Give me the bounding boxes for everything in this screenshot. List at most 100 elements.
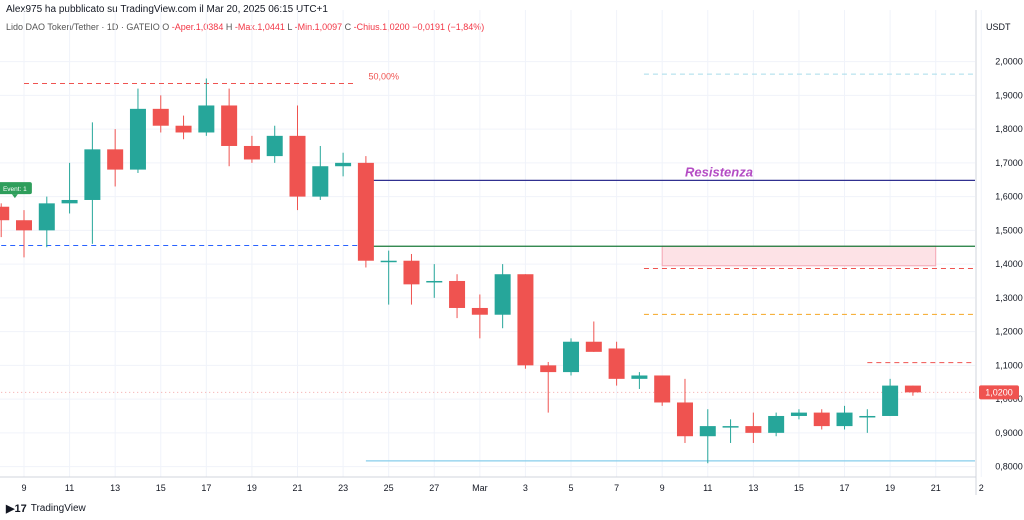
candle-body (631, 375, 648, 379)
candle-body (790, 412, 807, 416)
x-tick-label: 17 (840, 483, 850, 493)
x-tick-label: 27 (429, 483, 439, 493)
currency-label: USDT (986, 22, 1011, 32)
candle-body (221, 105, 238, 146)
x-tick-label: 21 (293, 483, 303, 493)
close-label: C (344, 22, 352, 32)
x-tick-label: 3 (523, 483, 528, 493)
candle-body (335, 162, 352, 167)
candle-body (768, 415, 785, 433)
candle-body (403, 260, 420, 285)
x-tick-label: 21 (931, 483, 941, 493)
candle-body (904, 385, 921, 393)
x-tick-label: Mar (472, 483, 488, 493)
y-tick-label: 1,4000 (995, 259, 1023, 269)
x-tick-label: 5 (569, 483, 574, 493)
candle-body (882, 385, 899, 416)
x-tick-label: 7 (614, 483, 619, 493)
candle-body (585, 341, 602, 352)
x-tick-label: 9 (21, 483, 26, 493)
close-value: -Chius.1,0200 (353, 22, 410, 32)
candle-body (16, 220, 32, 231)
x-tick-label: 23 (338, 483, 348, 493)
x-tick-label: 11 (65, 483, 74, 493)
candle-body (357, 162, 374, 261)
y-tick-label: 1,9000 (995, 90, 1023, 100)
x-tick-label: 19 (885, 483, 895, 493)
y-tick-label: 1,8000 (995, 124, 1023, 134)
candle-body (61, 199, 78, 204)
supply-zone-box (661, 245, 937, 267)
fib-label: 50,00% (368, 72, 399, 82)
y-tick-label: 1,3000 (995, 293, 1023, 303)
publish-info: Alex975 ha pubblicato su TradingView.com… (6, 4, 328, 15)
y-tick-label: 0,8000 (995, 462, 1023, 472)
candle-body (540, 365, 557, 373)
y-tick-label: 0,9000 (995, 428, 1023, 438)
candle-body (699, 426, 716, 437)
x-tick-label: 17 (201, 483, 211, 493)
candle-body (129, 108, 146, 170)
y-tick-label: 1,1000 (995, 360, 1023, 370)
low-value: -Min.1,0097 (294, 22, 343, 32)
x-tick-label: 11 (703, 483, 712, 493)
candle-body (107, 149, 124, 170)
x-tick-label: 25 (384, 483, 394, 493)
change-value: −0,0191 (−1,84%) (412, 22, 485, 32)
x-tick-label: 15 (156, 483, 166, 493)
candle-body (494, 274, 511, 315)
candle-body (676, 402, 693, 437)
candle-body (0, 206, 10, 221)
y-tick-label: 1,6000 (995, 192, 1023, 202)
brand-name: TradingView (30, 503, 86, 514)
open-label: O (162, 22, 170, 32)
symbol-name: Lido DAO Token/Tether · 1D · GATEIO (6, 22, 160, 32)
candle-body (654, 375, 671, 403)
tradingview-brand: ▶17 TradingView (6, 502, 86, 515)
candle-body (198, 105, 215, 133)
symbol-legend: Lido DAO Token/Tether · 1D · GATEIO O -A… (6, 22, 484, 32)
open-value: -Aper.1,0384 (171, 22, 224, 32)
event-marker-pointer (11, 194, 18, 199)
candle-body (426, 280, 443, 283)
y-tick-label: 1,7000 (995, 158, 1023, 168)
tradingview-logo-icon: ▶17 (6, 503, 27, 515)
candle-body (266, 135, 283, 157)
x-tick-label: 2 (979, 483, 984, 493)
candle-body (84, 149, 101, 200)
candle-body (608, 348, 625, 379)
candle-body (517, 274, 534, 366)
candle-body (243, 145, 260, 160)
last-price-tag (979, 385, 1019, 400)
candle-body (289, 135, 306, 197)
high-value: -Max.1,0441 (234, 22, 285, 32)
candle-body (38, 203, 55, 231)
x-tick-label: 9 (660, 483, 665, 493)
candle-body (859, 415, 876, 418)
low-label: L (287, 22, 293, 32)
x-tick-label: 13 (748, 483, 758, 493)
x-tick-label: 13 (110, 483, 120, 493)
high-label: H (225, 22, 233, 32)
x-tick-label: 19 (247, 483, 257, 493)
candle-body (471, 307, 488, 315)
candle-body (152, 108, 169, 126)
resistance-label: Resistenza (685, 164, 753, 179)
candle-body (449, 280, 466, 308)
candle-body (836, 412, 853, 427)
candle-body (380, 260, 397, 263)
candle-body (813, 412, 830, 427)
event-marker-label: Event: 1 (3, 186, 27, 193)
x-tick-label: 15 (794, 483, 804, 493)
candle-body (745, 426, 762, 433)
candle-body (722, 426, 739, 428)
candle-body (175, 125, 192, 133)
candle-body (312, 166, 329, 197)
candlestick-chart[interactable]: 0,80000,90001,00001,10001,20001,30001,40… (0, 0, 1024, 500)
last-price-label: 1,0200 (985, 387, 1013, 397)
candle-body (563, 341, 580, 373)
y-tick-label: 2,0000 (995, 57, 1023, 67)
event-marker (0, 182, 32, 195)
y-tick-label: 1,5000 (995, 225, 1023, 235)
y-tick-label: 1,2000 (995, 327, 1023, 337)
